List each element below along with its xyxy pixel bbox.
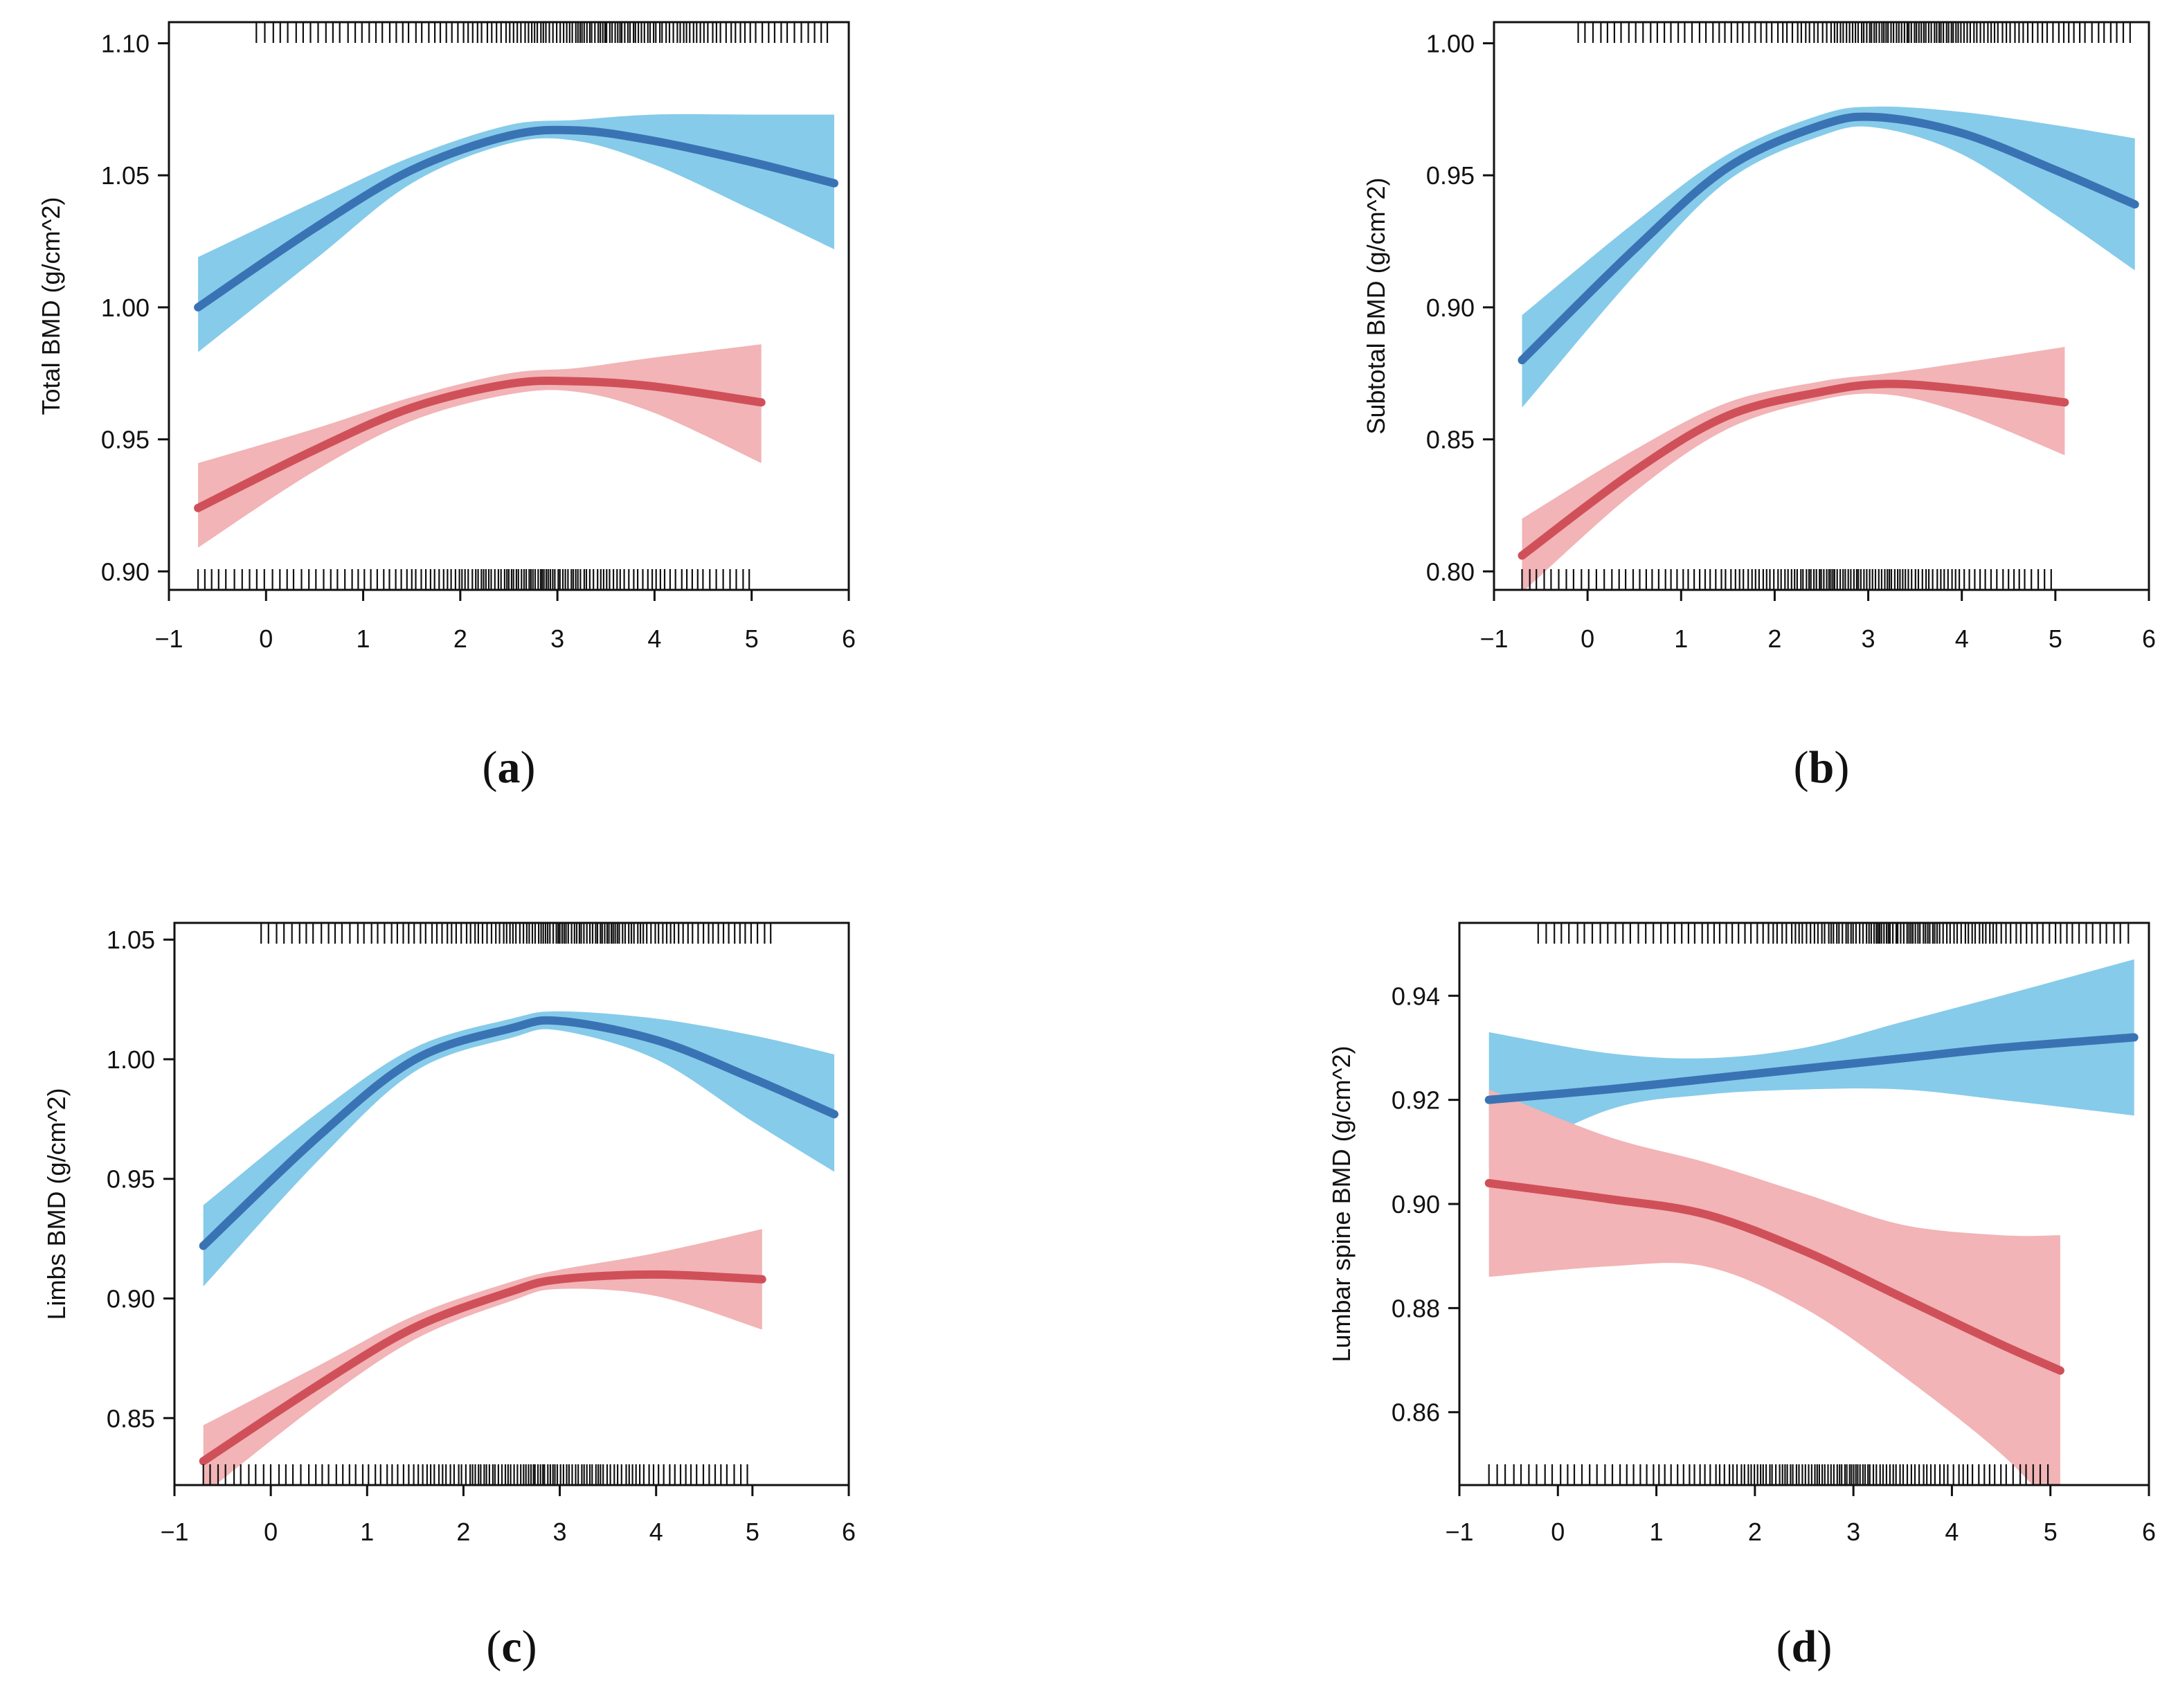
x-tick-label: 0 bbox=[1551, 1518, 1565, 1546]
x-tick-label: −1 bbox=[1479, 624, 1508, 653]
panel-label: (a) bbox=[483, 742, 536, 793]
x-tick-label: 2 bbox=[1767, 624, 1781, 653]
plot-area bbox=[1518, 106, 2139, 590]
panel-c: 0.85 0.90 0.95 1.00 1.05 −1 0 1 2 3 4 5 6 Limbs BMD (… bbox=[42, 922, 856, 1672]
red-series-line bbox=[194, 376, 766, 512]
red-confidence-band bbox=[198, 344, 762, 548]
y-tick-label: 0.92 bbox=[1392, 1086, 1440, 1115]
y-axis-label: Subtotal BMD (g/cm^2) bbox=[1362, 177, 1390, 434]
plot-area bbox=[1484, 959, 2139, 1485]
y-tick-label: 1.05 bbox=[107, 926, 155, 954]
y-axis: 0.85 0.90 0.95 1.00 1.05 bbox=[107, 926, 174, 1432]
x-tick-label: 6 bbox=[2142, 624, 2156, 653]
y-tick-label: 0.95 bbox=[107, 1165, 155, 1194]
x-tick-label: 5 bbox=[745, 624, 759, 653]
x-tick-label: 5 bbox=[2049, 624, 2062, 653]
y-tick-label: 0.80 bbox=[1426, 557, 1475, 586]
y-tick-label: 0.90 bbox=[1392, 1190, 1440, 1219]
red-series-line bbox=[1484, 1178, 2064, 1375]
y-tick-label: 1.00 bbox=[107, 1045, 155, 1074]
x-tick-label: −1 bbox=[154, 624, 183, 653]
y-tick-label: 0.95 bbox=[101, 426, 150, 454]
panel-label: (b) bbox=[1794, 742, 1850, 793]
rug-marks bbox=[1488, 923, 2130, 1485]
y-tick-label: 0.94 bbox=[1392, 982, 1440, 1010]
x-axis: −1 0 1 2 3 4 5 6 bbox=[1445, 1485, 2156, 1546]
y-tick-label: 0.90 bbox=[101, 557, 150, 586]
x-tick-label: 1 bbox=[357, 624, 370, 653]
plot-frame bbox=[168, 21, 850, 591]
y-tick-label: 0.88 bbox=[1392, 1294, 1440, 1322]
y-axis: 0.80 0.85 0.90 0.95 1.00 bbox=[1426, 30, 1494, 586]
x-tick-label: 3 bbox=[1846, 1518, 1860, 1546]
x-tick-label: 1 bbox=[1674, 624, 1688, 653]
x-tick-label: 0 bbox=[259, 624, 273, 653]
x-tick-label: −1 bbox=[160, 1518, 188, 1546]
plot-area bbox=[194, 114, 838, 548]
red-confidence-band bbox=[203, 1229, 762, 1485]
y-tick-label: 0.90 bbox=[107, 1284, 155, 1313]
x-tick-label: 2 bbox=[1748, 1518, 1762, 1546]
y-tick-label: 1.00 bbox=[1426, 30, 1475, 58]
y-axis-label: Limbs BMD (g/cm^2) bbox=[42, 1088, 71, 1320]
x-axis: −1 0 1 2 3 4 5 6 bbox=[154, 590, 856, 653]
y-tick-label: 0.86 bbox=[1392, 1399, 1440, 1427]
plot-frame bbox=[173, 922, 850, 1486]
blue-series-line bbox=[199, 1016, 839, 1250]
x-tick-label: −1 bbox=[1445, 1518, 1473, 1546]
blue-series-line bbox=[1484, 1033, 2139, 1104]
x-tick-label: 3 bbox=[553, 1518, 567, 1546]
plot-area bbox=[199, 1011, 839, 1485]
x-axis: −1 0 1 2 3 4 5 6 bbox=[1479, 590, 2156, 653]
x-tick-label: 3 bbox=[1862, 624, 1875, 653]
x-tick-label: 4 bbox=[647, 624, 661, 653]
blue-confidence-band bbox=[198, 114, 835, 352]
red-confidence-band bbox=[1522, 347, 2065, 590]
blue-series-line bbox=[194, 125, 838, 312]
x-tick-label: 4 bbox=[649, 1518, 663, 1546]
x-tick-label: 3 bbox=[550, 624, 564, 653]
x-tick-label: 2 bbox=[456, 1518, 470, 1546]
y-tick-label: 1.00 bbox=[101, 294, 150, 322]
panel-label: (d) bbox=[1776, 1621, 1833, 1672]
red-series-line bbox=[1518, 379, 2069, 560]
y-axis-label: Total BMD (g/cm^2) bbox=[37, 197, 65, 415]
blue-confidence-band bbox=[1488, 959, 2134, 1168]
y-axis-label: Lumbar spine BMD (g/cm^2) bbox=[1327, 1045, 1356, 1362]
y-axis: 0.86 0.88 0.90 0.92 0.94 bbox=[1392, 982, 1459, 1427]
panel-d: 0.86 0.88 0.90 0.92 0.94 −1 0 1 2 3 4 5 6 Lumbar spin… bbox=[1327, 922, 2156, 1672]
y-tick-label: 1.10 bbox=[101, 30, 150, 58]
panel-label: (c) bbox=[486, 1621, 537, 1672]
rug-marks bbox=[197, 22, 829, 590]
x-tick-label: 0 bbox=[1581, 624, 1594, 653]
y-tick-label: 1.05 bbox=[101, 161, 150, 190]
x-tick-label: 4 bbox=[1945, 1518, 1959, 1546]
panel-a: 0.90 0.95 1.00 1.05 1.10 −1 0 1 2 3 4 5 6 Total BMD (… bbox=[37, 21, 856, 793]
y-tick-label: 0.85 bbox=[1426, 426, 1475, 454]
x-tick-label: 0 bbox=[264, 1518, 278, 1546]
plot-frame bbox=[1493, 21, 2150, 591]
y-axis: 0.90 0.95 1.00 1.05 1.10 bbox=[101, 30, 169, 586]
red-series-line bbox=[199, 1270, 766, 1466]
x-tick-label: 2 bbox=[453, 624, 467, 653]
blue-series-line bbox=[1518, 112, 2139, 365]
rug-marks bbox=[1521, 22, 2131, 590]
blue-confidence-band bbox=[1522, 106, 2135, 408]
y-tick-label: 0.95 bbox=[1426, 161, 1475, 190]
x-tick-label: 6 bbox=[2142, 1518, 2156, 1546]
x-tick-label: 6 bbox=[842, 624, 856, 653]
x-tick-label: 1 bbox=[360, 1518, 374, 1546]
x-axis: −1 0 1 2 3 4 5 6 bbox=[160, 1485, 856, 1546]
rug-marks bbox=[202, 923, 772, 1485]
y-tick-label: 0.90 bbox=[1426, 294, 1475, 322]
panel-b: 0.80 0.85 0.90 0.95 1.00 −1 0 1 2 3 4 5 6 Subtotal BM… bbox=[1362, 21, 2156, 793]
x-tick-label: 5 bbox=[746, 1518, 759, 1546]
x-tick-label: 1 bbox=[1650, 1518, 1664, 1546]
red-confidence-band bbox=[1488, 1089, 2060, 1485]
x-tick-label: 4 bbox=[1955, 624, 1969, 653]
y-tick-label: 0.85 bbox=[107, 1404, 155, 1432]
x-tick-label: 6 bbox=[842, 1518, 856, 1546]
x-tick-label: 5 bbox=[2044, 1518, 2058, 1546]
